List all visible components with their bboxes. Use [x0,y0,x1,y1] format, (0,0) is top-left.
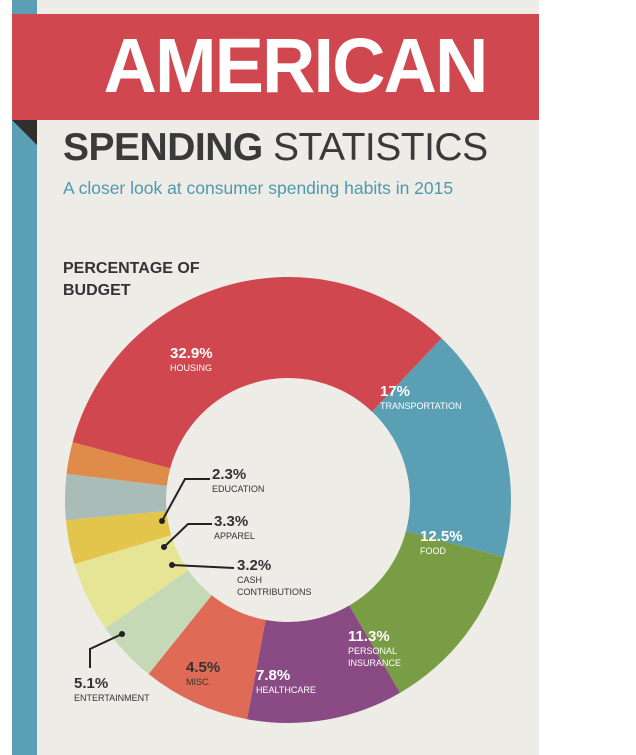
slice-education [66,442,171,486]
value-label-housing: 32.9% [170,345,213,362]
leader-dot-apparel [161,544,167,550]
leader-line-cash-contributions [171,564,235,569]
slice-food [349,531,504,693]
slice-healthcare [148,595,266,720]
leader-line-entertainment [89,633,123,668]
value-label-transportation: 17% [380,383,410,400]
banner-fold [12,120,37,145]
slice-personal-insurance [247,605,400,723]
category-label-cash-contributions: CASH CONTRIBUTIONS [237,575,312,597]
slice-housing [72,277,442,469]
value-label-personal-insurance: 11.3% [348,628,390,645]
title-main: AMERICAN [103,23,489,109]
leader-line-education [161,478,210,522]
leader-dot-cash-contributions [169,562,175,568]
category-label-transportation: TRANSPORTATION [380,401,462,411]
slice-transportation [372,338,512,558]
value-label-education: 2.3% [212,466,246,483]
leader-dot-education [159,518,165,524]
category-label-food: FOOD [420,546,446,556]
category-label-entertainment: ENTERTAINMENT [74,693,150,703]
slice-entertainment [74,535,189,629]
value-label-food: 12.5% [420,528,463,545]
value-label-cash-contributions: 3.2% [237,557,271,574]
category-label-personal-insurance: PERSONAL INSURANCE [348,646,401,668]
value-label-healthcare: 7.8% [256,667,290,684]
slice-misc [105,570,212,675]
category-label-apparel: APPAREL [214,531,255,541]
title-sub-bold: SPENDING [63,126,263,169]
category-label-healthcare: HEALTHCARE [256,685,316,695]
leader-line-apparel [163,523,212,548]
value-label-apparel: 3.3% [214,513,248,530]
category-label-education: EDUCATION [212,484,264,494]
title-sub: SPENDING STATISTICS [63,125,488,171]
leader-dot-entertainment [119,631,125,637]
title-banner [12,14,539,120]
slice-cash-contributions [65,511,172,565]
chart-title: PERCENTAGE OF BUDGET [63,260,200,299]
tagline: A closer look at consumer spending habit… [63,178,454,198]
value-label-misc: 4.5% [186,659,220,676]
value-label-entertainment: 5.1% [74,675,108,692]
slice-apparel [65,473,167,521]
category-label-misc: MISC. [186,677,211,687]
title-sub-light: STATISTICS [273,126,488,169]
category-label-housing: HOUSING [170,363,212,373]
